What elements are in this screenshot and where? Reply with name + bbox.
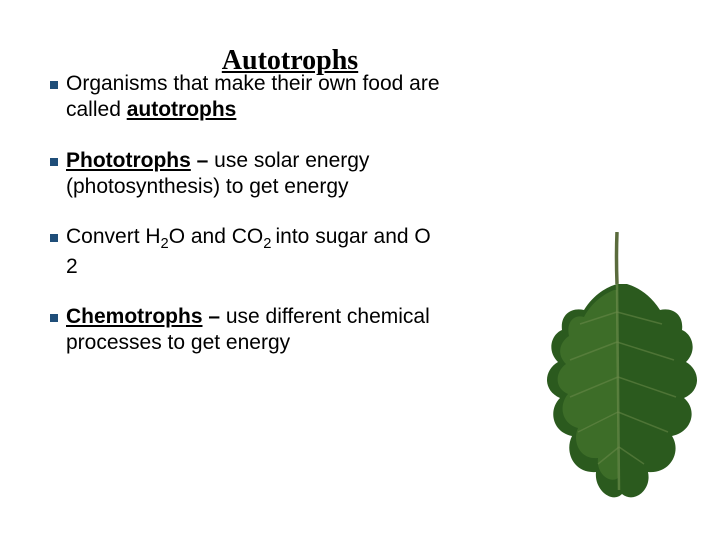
text-span: –	[191, 149, 214, 172]
bullet-1-text: Organisms that make their own food are c…	[66, 71, 440, 124]
text-sub: 2	[161, 236, 169, 252]
bullet-2: Phototrophs – use solar energy (photosyn…	[50, 148, 440, 201]
text-span: Organisms that make their own food are c…	[66, 72, 440, 121]
bullet-4: Chemotrophs – use different chemical pro…	[50, 304, 440, 357]
bullet-2-text: Phototrophs – use solar energy (photosyn…	[66, 148, 440, 201]
bullet-square-icon	[50, 314, 58, 322]
oak-leaf-image	[522, 232, 712, 512]
text-underline: Chemotrophs	[66, 305, 203, 328]
text-sub: 2	[263, 236, 275, 252]
text-span: Convert H	[66, 225, 161, 248]
text-underline: Phototrophs	[66, 149, 191, 172]
slide-content: Autotrophs Organisms that make their own…	[0, 0, 720, 540]
bullet-square-icon	[50, 81, 58, 89]
bullet-square-icon	[50, 158, 58, 166]
text-underline: autotrophs	[127, 98, 237, 121]
bullet-3: Convert H2O and CO2 into sugar and O 2	[50, 224, 440, 280]
bullet-3-text: Convert H2O and CO2 into sugar and O 2	[66, 224, 440, 280]
bullet-square-icon	[50, 234, 58, 242]
text-span: –	[203, 305, 226, 328]
bullet-4-text: Chemotrophs – use different chemical pro…	[66, 304, 440, 357]
text-span: O and CO	[169, 225, 264, 248]
bullet-1: Organisms that make their own food are c…	[50, 71, 440, 124]
